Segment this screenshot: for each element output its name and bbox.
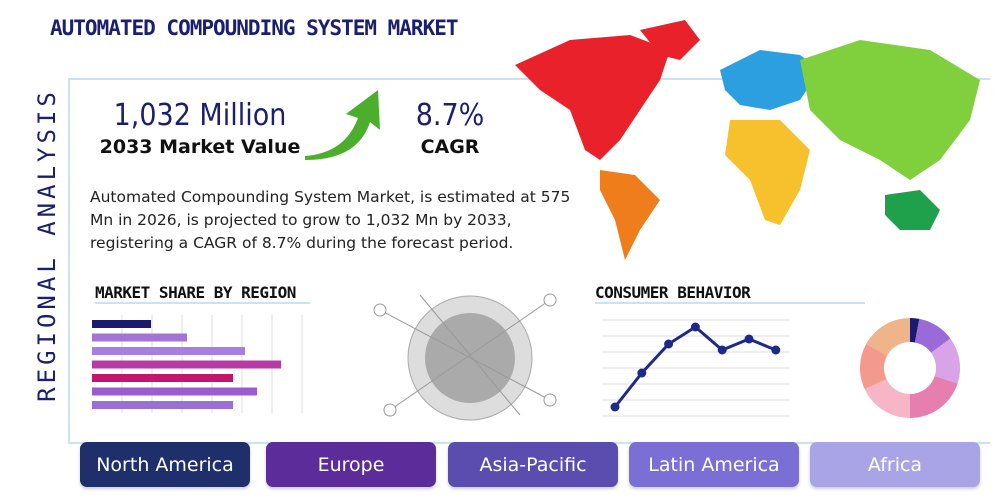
- point: [744, 334, 754, 344]
- region-button[interactable]: Asia-Pacific: [448, 442, 618, 487]
- donut-slice: [931, 338, 960, 384]
- world-map: [515, 20, 980, 260]
- bar: [92, 333, 187, 342]
- bar: [92, 360, 281, 369]
- description: Automated Compounding System Market, is …: [90, 188, 571, 252]
- bar: [92, 387, 257, 396]
- donut-slice: [914, 318, 951, 353]
- bar: [92, 374, 233, 382]
- side-label-box: REGIONAL ANALYSIS: [33, 88, 61, 402]
- kpi-value: 1,032 Million: [113, 98, 287, 133]
- kpi-value: 8.7%: [415, 98, 485, 133]
- bar: [92, 320, 151, 328]
- point: [664, 339, 674, 349]
- title: AUTOMATED COMPOUNDING SYSTEM MARKET: [50, 16, 459, 40]
- region-button[interactable]: Latin America: [629, 442, 799, 487]
- bar: [92, 401, 233, 409]
- donut-slice: [910, 376, 958, 418]
- growth-arrow: [305, 90, 380, 160]
- donut-slice: [866, 317, 910, 356]
- kpi-label: 2033 Market Value: [99, 136, 301, 158]
- point: [637, 368, 647, 378]
- network-globe: [373, 293, 557, 421]
- region-button[interactable]: Europe: [266, 442, 436, 487]
- region-button[interactable]: Africa: [810, 442, 980, 487]
- side-label: REGIONAL ANALYSIS: [33, 88, 61, 402]
- section-title: MARKET SHARE BY REGION: [95, 283, 310, 304]
- donut-slice: [859, 343, 888, 390]
- point: [690, 322, 700, 332]
- charts: [92, 293, 960, 421]
- point: [771, 345, 781, 355]
- section-title: CONSUMER BEHAVIOR: [595, 283, 865, 304]
- region-button[interactable]: North America: [80, 442, 250, 487]
- kpi-label: CAGR: [420, 136, 480, 158]
- point: [610, 402, 620, 412]
- bar: [92, 347, 245, 355]
- donut-slice: [910, 318, 920, 343]
- donut-slice: [864, 379, 910, 418]
- point: [717, 345, 727, 355]
